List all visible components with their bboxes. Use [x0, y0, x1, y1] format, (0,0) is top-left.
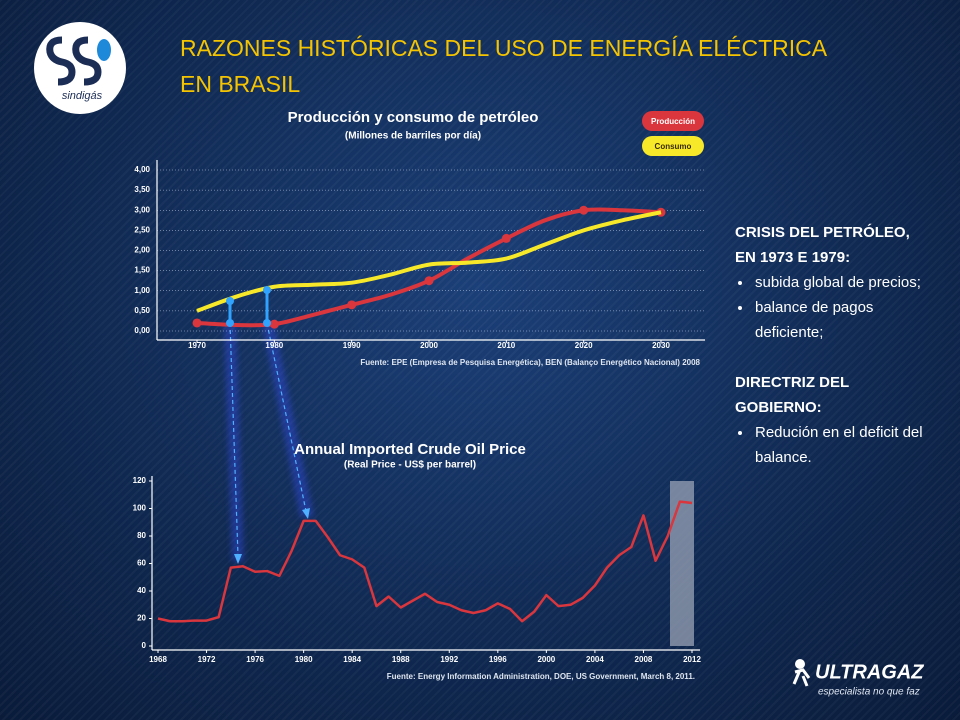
slide-title: RAZONES HISTÓRICAS DEL USO DE ENERGÍA EL… [180, 30, 827, 102]
point [269, 319, 279, 329]
bullet: subida global de precios; [753, 270, 930, 295]
logo-drop [97, 39, 111, 61]
crisis-dot [263, 319, 271, 327]
x-tick-label: 1968 [149, 655, 167, 664]
chart-source: Fuente: EPE (Empresa de Pesquisa Energét… [360, 358, 700, 367]
x-tick-label: 2000 [420, 341, 438, 350]
logo-shape [46, 36, 76, 86]
point [579, 205, 589, 215]
chart-title: Producción y consumo de petróleo [288, 109, 539, 126]
legend-swatch [642, 111, 704, 131]
x-tick-label: 1980 [265, 341, 283, 350]
arrow-glow [262, 323, 314, 517]
arrow-head [302, 508, 310, 519]
title-line: RAZONES HISTÓRICAS DEL USO DE ENERGÍA EL… [180, 35, 828, 61]
x-tick-label: 2012 [683, 655, 701, 664]
x-tick-label: 1976 [246, 655, 264, 664]
x-tick-label: 1992 [440, 655, 458, 664]
logo-text: sindigás [62, 90, 103, 102]
bullet-list: subida global de precios;balance de pago… [735, 270, 930, 345]
legend-swatch [642, 136, 704, 156]
x-tick-label: 1984 [343, 655, 361, 664]
y-tick-label: 2,50 [134, 225, 150, 234]
chart-subtitle: (Real Price - US$ per barrel) [344, 460, 476, 471]
crisis-dot [226, 297, 234, 305]
section-heading: CRISIS DEL PETRÓLEO, EN 1973 E 1979: [735, 224, 910, 266]
x-tick-label: 2000 [537, 655, 555, 664]
x-tick-label: 1996 [489, 655, 507, 664]
x-tick-label: 2010 [497, 341, 515, 350]
projection-band [670, 481, 694, 646]
chart-source: Fuente: Energy Information Administratio… [387, 672, 695, 681]
bullet: balance de pagos deficiente; [753, 295, 930, 345]
bullet-list: Redución en el deficit del balance. [735, 420, 930, 470]
y-tick-label: 2,00 [134, 246, 150, 255]
y-tick-label: 120 [133, 476, 147, 485]
section: CRISIS DEL PETRÓLEO, EN 1973 E 1979:subi… [735, 220, 930, 345]
x-tick-label: 1970 [188, 341, 206, 350]
crisis-dot [226, 319, 234, 327]
crisis-dot [263, 286, 271, 294]
y-tick-label: 0 [142, 641, 147, 650]
point [347, 300, 357, 310]
y-tick-label: 4,00 [134, 165, 150, 174]
arrow-line [229, 322, 239, 557]
chart-subtitle: (Millones de barriles por día) [345, 131, 481, 142]
series-line [196, 210, 662, 313]
x-tick-label: 2030 [652, 341, 670, 350]
x-tick-label: 1988 [392, 655, 410, 664]
point [192, 318, 202, 328]
x-tick-label: 1980 [295, 655, 313, 664]
y-tick-label: 20 [137, 614, 146, 623]
arrows [224, 322, 314, 564]
x-tick-label: 1990 [343, 341, 361, 350]
point [424, 276, 434, 286]
point [501, 233, 511, 243]
x-tick-label: 1972 [198, 655, 216, 664]
x-tick-label: 2008 [635, 655, 653, 664]
y-tick-label: 0,00 [134, 326, 150, 335]
brand-tagline: especialista no que faz [818, 687, 920, 698]
brand-logo: ULTRAGAZ especialista no que faz [792, 659, 924, 698]
y-tick-label: 60 [137, 559, 146, 568]
logo-shape [72, 36, 102, 86]
y-tick-label: 1,00 [134, 286, 150, 295]
series-line [157, 500, 693, 623]
y-tick-label: 1,50 [134, 266, 150, 275]
x-tick-label: 2020 [575, 341, 593, 350]
side-text: CRISIS DEL PETRÓLEO, EN 1973 E 1979:subi… [735, 220, 930, 470]
section-heading: DIRECTRIZ DEL GOBIERNO: [735, 374, 849, 416]
legend-label: Consumo [655, 142, 692, 151]
y-tick-label: 80 [137, 531, 146, 540]
y-tick-label: 40 [137, 586, 146, 595]
section: DIRECTRIZ DEL GOBIERNO:Redución en el de… [735, 370, 930, 470]
y-tick-label: 100 [133, 504, 147, 513]
y-tick-label: 3,50 [134, 185, 150, 194]
x-tick-label: 2004 [586, 655, 604, 664]
y-tick-label: 0,50 [134, 306, 150, 315]
arrow-head [234, 554, 242, 564]
y-tick-label: 3,00 [134, 205, 150, 214]
chart-title: Annual Imported Crude Oil Price [294, 441, 526, 458]
bullet: Redución en el deficit del balance. [753, 420, 930, 470]
brand-icon [792, 668, 811, 687]
title-line: EN BRASIL [180, 71, 301, 97]
brand-icon [795, 659, 805, 669]
brand-name: ULTRAGAZ [815, 661, 924, 683]
legend-label: Producción [651, 117, 695, 126]
